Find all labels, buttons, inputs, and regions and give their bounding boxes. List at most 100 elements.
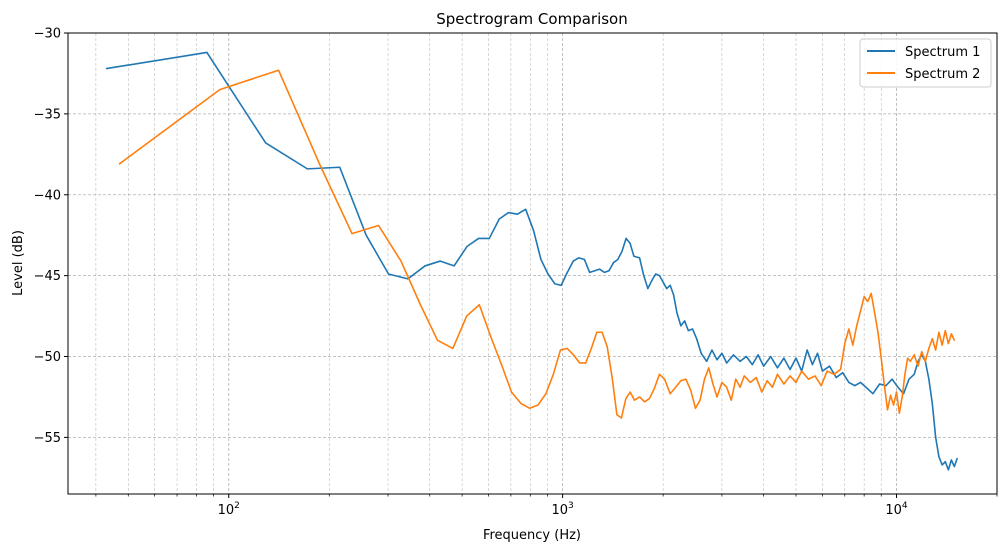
series-1-point <box>848 381 850 383</box>
series-1-point <box>655 273 657 275</box>
series-1-point <box>676 312 678 314</box>
series-2-point <box>552 373 554 375</box>
series-2-point <box>755 376 757 379</box>
series-2-point <box>953 339 955 341</box>
series-2-point <box>611 376 613 379</box>
series-1-point <box>612 262 615 264</box>
series-2-point <box>761 391 763 393</box>
series-2-point <box>436 339 439 341</box>
series-1-point <box>651 279 653 282</box>
series-2-point <box>913 354 915 356</box>
series-2-point <box>466 315 468 317</box>
series-2-point <box>863 296 865 298</box>
series-2-point <box>867 300 869 303</box>
series-1-point <box>842 372 844 374</box>
series-1-point <box>783 357 785 359</box>
series-1-point <box>306 168 308 170</box>
series-2-point <box>529 407 531 409</box>
series-1-point <box>885 385 887 387</box>
series-2-point <box>852 344 854 346</box>
series-2-point <box>643 401 646 403</box>
series-1-point <box>953 465 955 468</box>
series-1-point <box>625 237 627 240</box>
series-2-point <box>648 397 651 400</box>
series-1-point <box>572 260 574 262</box>
series-1-point <box>265 142 267 144</box>
legend-label-spectrum-2: Spectrum 2 <box>905 67 980 82</box>
series-1-point <box>696 338 698 340</box>
series-1-point <box>732 354 735 356</box>
series-2-point <box>629 391 631 393</box>
series-2-point <box>771 386 774 388</box>
series-2-point <box>924 360 926 362</box>
series-1-point <box>594 270 596 272</box>
axis-ticks: −30 −35 −40 −45 −50 −55 102 103 104 <box>34 27 998 518</box>
series-2-point <box>917 365 919 367</box>
series-1-point <box>687 330 689 332</box>
series-1-point <box>365 234 367 236</box>
series-2-point <box>935 349 937 351</box>
series-1-point <box>560 284 562 286</box>
series-2-point <box>839 368 842 371</box>
series-2-point <box>579 362 581 364</box>
series-2-point <box>690 389 692 392</box>
series-2-point <box>601 331 603 333</box>
series-2-point <box>658 373 661 375</box>
series-1-point <box>673 294 675 296</box>
series-1-point <box>488 237 490 240</box>
series-2-point <box>776 373 779 375</box>
series-2-point <box>500 364 503 366</box>
series-1-point <box>578 257 580 259</box>
series-2-point <box>712 383 714 385</box>
series-1-point <box>554 283 556 285</box>
series-1-point <box>908 378 910 380</box>
series-2-point <box>898 412 900 414</box>
series-1-point <box>745 355 747 358</box>
series-2-point <box>585 362 587 364</box>
series-1-point <box>931 402 933 405</box>
series-2-point <box>566 347 568 350</box>
series-2-point <box>783 383 785 385</box>
series-2-point <box>735 378 737 380</box>
y-tick-label: −45 <box>34 269 61 284</box>
y-tick-label: −50 <box>34 350 61 365</box>
series-2-point <box>572 354 575 356</box>
series-1-point <box>821 370 824 372</box>
series-1-point <box>680 325 682 327</box>
series-2-point <box>944 330 946 332</box>
series-1-point <box>547 273 549 275</box>
series-1-point <box>770 355 772 358</box>
chart-title: Spectrogram Comparison <box>436 10 627 28</box>
series-1-point <box>629 242 631 244</box>
series-2-point <box>859 310 862 312</box>
series-1-point <box>589 271 591 273</box>
series-1-point <box>466 245 468 248</box>
series-1-point <box>691 328 694 330</box>
series-1-point <box>716 359 718 361</box>
series-1-point <box>811 364 814 366</box>
y-tick-label: −30 <box>34 27 61 42</box>
series-line-2 <box>118 69 956 419</box>
series-1-point <box>865 386 867 388</box>
series-2-point <box>452 347 454 350</box>
series-1-point <box>721 352 723 354</box>
series-1-point <box>789 368 791 371</box>
series-2-point <box>537 404 539 406</box>
series-1-point <box>666 287 668 290</box>
series-1-point <box>658 275 661 277</box>
series-1-point <box>583 258 585 261</box>
legend: Spectrum 1 Spectrum 2 <box>859 38 992 88</box>
series-1-point <box>662 281 664 283</box>
series-1-point <box>647 287 649 290</box>
series-1-point <box>913 373 915 375</box>
series-1-point <box>603 271 606 273</box>
series-1-point <box>828 365 831 367</box>
series-line-1 <box>106 51 958 471</box>
legend-label-spectrum-1: Spectrum 1 <box>905 45 980 60</box>
series-2-point <box>419 304 422 306</box>
series-2-point <box>907 357 909 359</box>
x-axis-label: Frequency (Hz) <box>483 528 581 543</box>
series-2-point <box>118 163 120 165</box>
series-1-point <box>879 383 881 385</box>
